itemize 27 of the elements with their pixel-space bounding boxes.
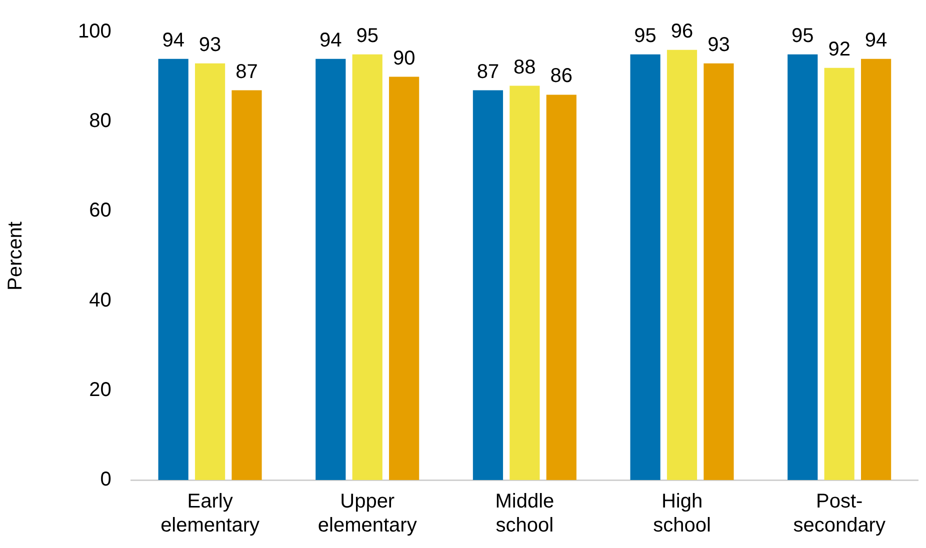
y-tick-label: 0 bbox=[100, 468, 112, 491]
data-label: 94 bbox=[864, 29, 888, 52]
data-label: 95 bbox=[356, 24, 378, 47]
y-axis-title: Percent bbox=[4, 221, 27, 290]
y-tick-label: 40 bbox=[89, 289, 112, 312]
data-label: 92 bbox=[828, 38, 850, 60]
data-label: 87 bbox=[236, 60, 258, 83]
data-label: 94 bbox=[320, 29, 342, 52]
x-tick-label: Middle school bbox=[495, 490, 554, 537]
data-label: 88 bbox=[514, 56, 536, 78]
data-label: 93 bbox=[198, 34, 222, 56]
y-tick-label: 80 bbox=[89, 110, 112, 132]
data-label: 93 bbox=[708, 34, 730, 56]
x-tick-label: Upper elementary bbox=[318, 490, 417, 537]
data-label: 87 bbox=[476, 60, 500, 83]
y-tick-label: 20 bbox=[89, 378, 112, 401]
data-label: 90 bbox=[392, 47, 416, 70]
x-tick-label: Early elementary bbox=[160, 490, 260, 537]
x-tick-label: High school bbox=[653, 490, 711, 537]
data-label: 95 bbox=[792, 24, 814, 47]
data-label: 94 bbox=[162, 29, 184, 52]
data-label: 95 bbox=[634, 24, 656, 47]
y-tick-label: 100 bbox=[78, 20, 112, 43]
x-tick-label: Post-secondary bbox=[793, 490, 886, 537]
y-tick-label: 60 bbox=[89, 200, 112, 222]
data-label: 96 bbox=[670, 20, 694, 42]
data-label: 86 bbox=[550, 65, 573, 88]
